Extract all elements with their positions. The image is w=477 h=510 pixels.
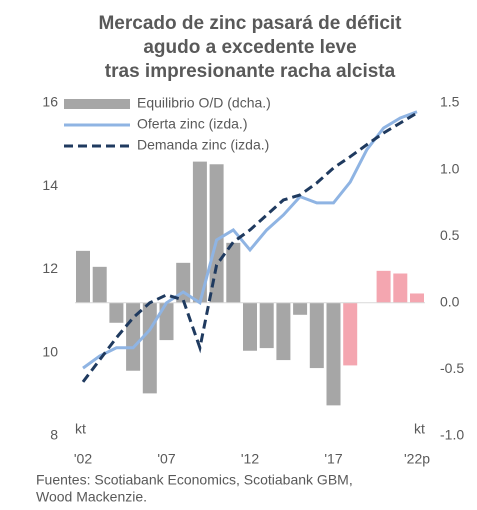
bar [92, 266, 107, 303]
chart-title: tras impresionante racha alcista [105, 61, 396, 82]
y-tick-label: 8 [50, 427, 58, 443]
bar [376, 270, 391, 303]
bar [159, 302, 174, 341]
bar [293, 302, 308, 315]
y-tick-label: 10 [42, 343, 58, 359]
bar [76, 250, 90, 303]
bar [226, 242, 241, 303]
bar [142, 302, 157, 394]
bar [259, 302, 274, 349]
bar [393, 273, 408, 303]
legend-label: Demanda zinc (izda.) [137, 137, 269, 153]
x-tick-label: '22p [404, 451, 430, 467]
chart-title: Mercado de zinc pasará de déficit [98, 13, 402, 34]
y2-tick-label: 1.0 [440, 160, 460, 176]
line [81, 111, 418, 383]
y2-tick-label: -0.5 [440, 360, 464, 376]
x-tick-label: '07 [157, 451, 175, 467]
legend-swatch [64, 99, 130, 109]
legend-label: Equilibrio O/D (dcha.) [137, 95, 271, 111]
source: Fuentes: Scotiabank Economics, Scotiaban… [36, 472, 353, 488]
bar [243, 302, 257, 351]
y2-tick-label: 0.0 [440, 294, 460, 310]
source: Wood Mackenzie. [36, 489, 147, 505]
y2-tick-label: 1.5 [440, 94, 460, 110]
y2-tick-label: -1.0 [440, 427, 464, 443]
bar [276, 302, 291, 361]
x-tick-label: '17 [324, 451, 342, 467]
y-unit: kt [75, 421, 86, 437]
x-tick-label: '12 [241, 451, 259, 467]
legend-label: Oferta zinc (izda.) [137, 116, 247, 132]
bar [192, 161, 207, 303]
x-tick-label: '02 [74, 451, 92, 467]
line [82, 110, 418, 370]
bar [109, 302, 124, 323]
y-tick-label: 12 [42, 260, 58, 276]
y2-tick-label: 0.5 [440, 227, 460, 243]
bar [309, 302, 324, 369]
y-tick-label: 14 [42, 177, 58, 193]
bar [343, 302, 358, 366]
bar [410, 293, 424, 303]
bar [209, 164, 224, 303]
chart-title: agudo a excedente leve [143, 37, 356, 58]
y-tick-label: 16 [42, 94, 58, 110]
bar [326, 302, 341, 406]
y2-unit: kt [414, 421, 425, 437]
